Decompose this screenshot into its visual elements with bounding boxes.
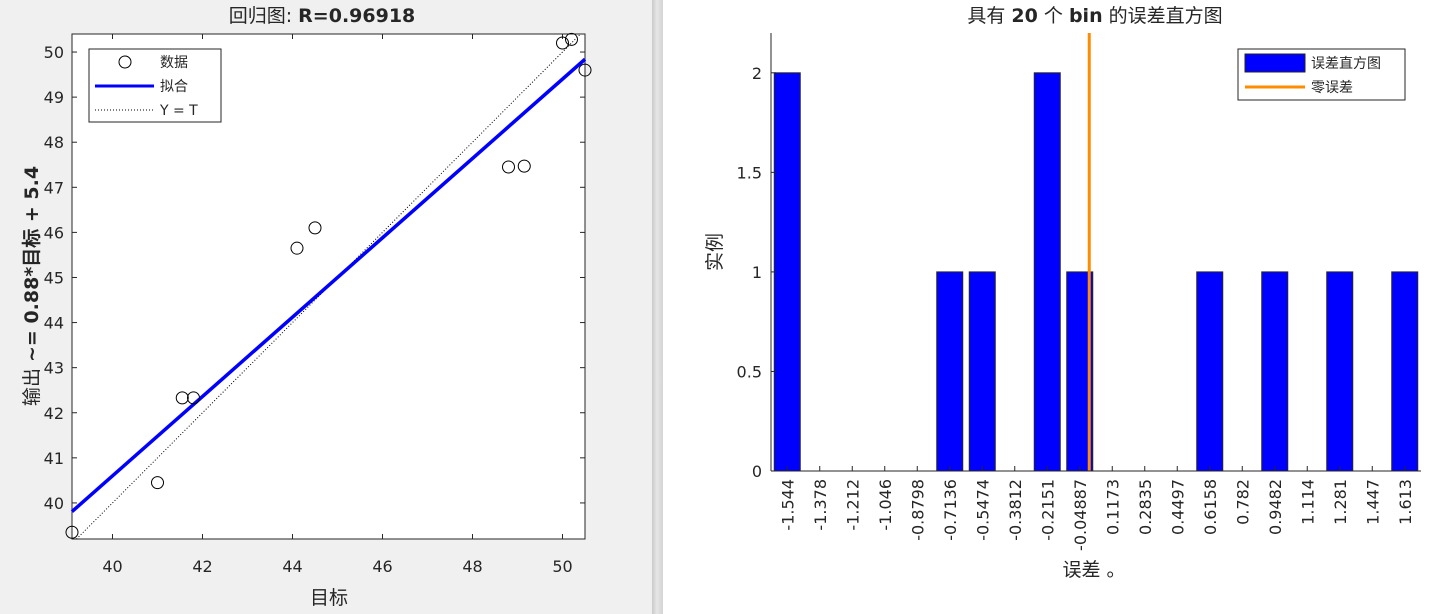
legend-histogram-swatch (1244, 53, 1306, 73)
fit-line-segment (70, 57, 587, 513)
panel-divider[interactable] (652, 0, 663, 614)
histogram-bar (968, 271, 996, 472)
regression-y-tick-label: 46 (44, 223, 64, 242)
histogram-y-ticks: 0 0.5 1 1.5 2 (737, 64, 776, 481)
histogram-x-tick-label: -1.212 (843, 479, 862, 531)
regression-plot: 回归图: R=0.96918 40 42 44 46 48 50 40 41 42 43 44 45… (0, 0, 652, 614)
histogram-x-ticks: -1.544 -1.378 -1.212 -1.046 -0.8798 -0.7136 -0… (778, 466, 1415, 551)
histogram-x-tick-label: 0.4497 (1168, 479, 1187, 535)
regression-x-tick-label: 40 (102, 557, 122, 576)
histogram-x-tick-label: -1.378 (811, 479, 830, 531)
fit-line (70, 57, 587, 513)
histogram-x-tick-label: 0.9482 (1266, 479, 1285, 535)
data-point (151, 476, 164, 490)
regression-y-tick-label: 41 (44, 449, 64, 468)
histogram-x-tick-label: 1.281 (1331, 479, 1350, 525)
histogram-plot: 具有 20 个 bin 的误差直方图 0 0.5 1 1.5 2 -1.544 -1.37… (663, 0, 1440, 614)
histogram-x-tick-label: -0.5474 (973, 479, 992, 541)
regression-y-ticks: 40 41 42 43 44 45 46 47 48 49 50 (44, 43, 585, 513)
regression-x-tick-label: 46 (372, 557, 392, 576)
histogram-x-tick-label: -0.3812 (1006, 479, 1025, 541)
regression-y-tick-label: 45 (44, 268, 64, 287)
histogram-x-tick-label: -0.7136 (941, 479, 960, 541)
histogram-x-tick-label: 1.613 (1396, 479, 1415, 525)
histogram-bar (1391, 271, 1419, 472)
histogram-x-tick-label: -0.04887 (1071, 479, 1090, 551)
regression-x-tick-label: 44 (282, 557, 302, 576)
regression-y-tick-label: 42 (44, 404, 64, 423)
data-point (502, 160, 515, 174)
regression-y-tick-label: 47 (44, 178, 64, 197)
data-point (517, 159, 531, 173)
histogram-bar (773, 72, 801, 472)
regression-y-tick-label: 40 (44, 494, 64, 513)
histogram-bars (773, 72, 1419, 472)
identity-line (76, 33, 581, 540)
data-point (578, 63, 592, 77)
histogram-x-tick-label: 1.114 (1298, 479, 1317, 525)
regression-x-tick-label: 42 (192, 557, 212, 576)
legend-data-marker (118, 55, 132, 69)
regression-x-tick-label: 48 (462, 557, 482, 576)
histogram-y-tick-label: 1 (752, 263, 762, 282)
histogram-y-tick-label: 2 (752, 64, 762, 83)
regression-y-tick-label: 48 (44, 133, 64, 152)
regression-y-label: 输出 ~= 0.88*目标 + 5.4 (21, 166, 43, 406)
regression-legend[interactable]: 数据 拟合 Y = T (88, 48, 222, 123)
histogram-y-label: 实例 (704, 233, 726, 271)
legend-data-label: 数据 (160, 55, 188, 71)
data-point (175, 391, 189, 405)
histogram-x-tick-label: 0.6158 (1201, 479, 1220, 535)
identity-line-segment (76, 33, 581, 540)
data-points (65, 32, 592, 539)
histogram-x-tick-label: 1.447 (1363, 479, 1382, 525)
histogram-legend[interactable]: 误差直方图 零误差 (1237, 48, 1406, 101)
histogram-x-tick-label: -1.046 (876, 479, 895, 531)
regression-y-tick-label: 50 (44, 43, 64, 62)
histogram-x-tick-label: -0.8798 (908, 479, 927, 541)
data-point (187, 391, 200, 405)
histogram-x-label: 误差 。 (1062, 559, 1125, 581)
histogram-y-tick-label: 1.5 (737, 163, 762, 182)
histogram-x-tick-label: 0.782 (1233, 479, 1252, 525)
legend-fit-label: 拟合 (160, 79, 188, 95)
data-point (308, 221, 322, 235)
histogram-x-tick-label: 0.2835 (1136, 479, 1155, 535)
histogram-bar (936, 271, 964, 472)
histogram-bar (1261, 271, 1289, 472)
histogram-bar (1196, 271, 1224, 472)
regression-title: 回归图: R=0.96918 (229, 5, 416, 27)
data-point (290, 241, 304, 255)
legend-histogram-label: 误差直方图 (1311, 55, 1381, 72)
histogram-x-tick-label: -0.2151 (1038, 479, 1057, 541)
histogram-y-tick-label: 0.5 (737, 362, 762, 381)
legend-zero-label: 零误差 (1311, 80, 1353, 96)
data-point (565, 32, 578, 46)
histogram-x-tick-label: -1.544 (778, 479, 797, 531)
regression-y-tick-label: 44 (44, 314, 64, 333)
data-point (65, 525, 79, 539)
histogram-bar (1033, 72, 1061, 472)
regression-x-tick-label: 50 (552, 557, 572, 576)
histogram-bar (1326, 271, 1354, 472)
regression-x-ticks: 40 42 44 46 48 50 (102, 34, 573, 576)
regression-y-tick-label: 43 (44, 359, 64, 378)
histogram-y-tick-label: 0 (752, 462, 762, 481)
legend-identity-label: Y = T (159, 103, 198, 119)
regression-y-tick-label: 49 (44, 88, 64, 107)
histogram-title: 具有 20 个 bin 的误差直方图 (967, 5, 1222, 27)
data-point (556, 36, 569, 50)
histogram-x-tick-label: 0.1173 (1103, 479, 1122, 535)
regression-x-label: 目标 (310, 587, 348, 609)
